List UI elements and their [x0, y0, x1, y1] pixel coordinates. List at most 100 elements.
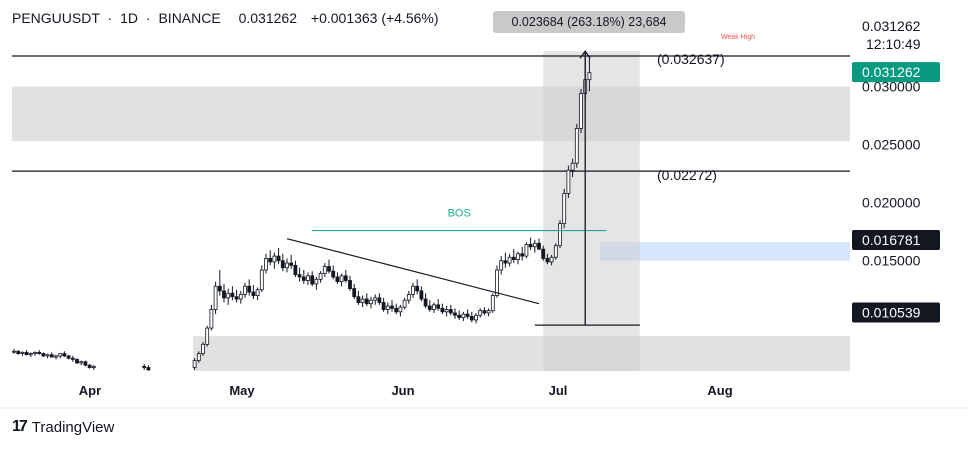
- candle-body: [482, 310, 487, 314]
- demand-zone: [193, 336, 850, 371]
- candle-body: [499, 260, 504, 271]
- candle-body: [406, 293, 411, 301]
- arrow-head-icon: [579, 50, 591, 59]
- candle-body: [20, 352, 25, 354]
- candle-body: [440, 307, 445, 313]
- candle-body: [49, 354, 54, 358]
- candle-body: [411, 285, 415, 295]
- candle-body: [574, 128, 579, 164]
- brand-name: TradingView: [31, 418, 115, 436]
- candle-body: [28, 353, 33, 356]
- candle-body: [75, 358, 79, 364]
- candle-body: [142, 365, 147, 368]
- candle-body: [247, 285, 252, 293]
- candle-body: [537, 242, 541, 250]
- zones-layer: [12, 51, 850, 372]
- weak-high-label: Weak High: [721, 34, 755, 41]
- candles-layer: [12, 51, 592, 371]
- support-a-badge-text: 0.016781: [862, 232, 921, 248]
- footer-brand: 17 TradingView: [12, 418, 114, 436]
- candle-body: [327, 266, 331, 272]
- candle-body: [436, 304, 441, 309]
- candle-body: [545, 258, 550, 263]
- candle-body: [79, 361, 84, 364]
- interval[interactable]: 1D: [120, 10, 139, 26]
- bar-countdown: 12:10:49: [866, 36, 921, 52]
- top-price-value: 0.031262: [862, 18, 921, 34]
- candle-body: [264, 258, 268, 271]
- candle-body: [356, 296, 361, 303]
- candle-body: [524, 244, 529, 257]
- candle-body: [579, 93, 583, 129]
- price-tick: 0.020000: [862, 195, 921, 211]
- time-tick: May: [229, 383, 255, 398]
- candle-body: [12, 350, 16, 353]
- candle-body: [251, 291, 256, 296]
- upper-supply-zone: [12, 86, 850, 142]
- candle-body: [306, 275, 310, 281]
- candle-body: [566, 169, 571, 194]
- candle-body: [272, 255, 277, 263]
- measure-zone: [543, 51, 640, 372]
- candle-body: [322, 266, 327, 274]
- time-tick: Aug: [707, 383, 732, 398]
- candle-body: [398, 306, 403, 313]
- trendline: [286, 238, 540, 305]
- time-axis[interactable]: Apr May Jun Jul Aug: [0, 383, 968, 409]
- candle-body: [520, 253, 525, 257]
- candle-body: [41, 353, 46, 357]
- price-axis[interactable]: 0.030000 0.025000 0.020000 0.015000 0.031262…: [852, 18, 940, 323]
- order-block-zone: [600, 242, 850, 261]
- separator: ·: [107, 10, 113, 26]
- candle-body: [553, 245, 558, 258]
- candle-body: [511, 256, 516, 260]
- candle-body: [238, 293, 243, 300]
- candle-body: [331, 270, 336, 278]
- candle-body: [562, 193, 567, 224]
- candle-body: [146, 367, 151, 371]
- candle-body: [276, 255, 281, 262]
- candle-body: [192, 360, 197, 368]
- candle-body: [335, 276, 340, 283]
- price-tick: 0.030000: [862, 79, 921, 95]
- candle-body: [427, 305, 432, 310]
- last-price-badge-text: 0.031262: [862, 64, 921, 80]
- candle-body: [37, 352, 42, 354]
- candle-body: [415, 285, 420, 292]
- candle-body: [222, 290, 226, 299]
- candle-body: [549, 256, 554, 263]
- candle-body: [87, 364, 92, 368]
- measure-tooltip: 0.023684 (263.18%) 23,684: [493, 11, 685, 33]
- candle-body: [444, 309, 449, 313]
- candle-body: [259, 269, 264, 291]
- candle-body: [293, 264, 298, 276]
- candle-body: [478, 310, 483, 316]
- candle-body: [495, 269, 499, 296]
- candle-body: [339, 275, 344, 283]
- price-tick: 0.015000: [862, 253, 921, 269]
- candle-body: [268, 258, 273, 263]
- time-tick: Jul: [549, 383, 568, 398]
- candle-body: [453, 312, 457, 316]
- candle-body: [448, 309, 453, 314]
- candle-body: [503, 260, 508, 264]
- candle-body: [285, 262, 289, 269]
- candle-body: [390, 305, 394, 309]
- candle-body: [58, 353, 63, 357]
- last-price: 0.031262: [238, 10, 297, 26]
- candle-body: [385, 305, 390, 310]
- candle-body: [230, 292, 235, 298]
- candle-body: [62, 353, 67, 357]
- candle-body: [255, 289, 260, 296]
- symbol-name[interactable]: PENGUUSDT: [12, 10, 100, 26]
- candle-body: [209, 309, 214, 329]
- exchange: BINANCE: [158, 10, 221, 26]
- bos-label: BOS: [448, 208, 471, 220]
- candle-body: [33, 352, 37, 354]
- candle-body: [486, 310, 491, 314]
- candle-body: [587, 72, 592, 81]
- candle-body: [507, 256, 512, 264]
- candle-body: [348, 280, 352, 289]
- candle-body: [205, 327, 210, 345]
